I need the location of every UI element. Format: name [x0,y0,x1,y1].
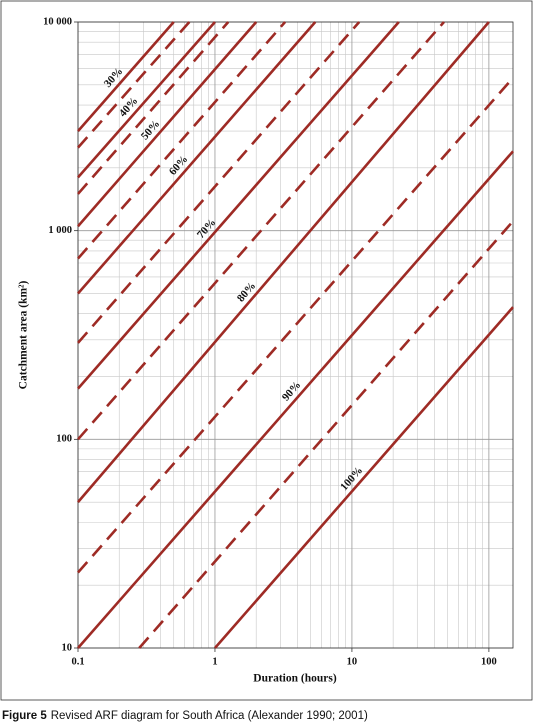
y-tick-label: 1 000 [48,225,72,236]
x-tick-label: 100 [481,656,497,667]
x-tick-label: 1 [212,656,217,667]
arf-line [77,21,490,503]
arf-line [77,21,175,132]
caption-text: Revised ARF diagram for South Africa (Al… [51,710,368,722]
arf-line [77,21,258,228]
arf-line [77,21,216,179]
lines [77,21,514,649]
arf-line [213,306,514,649]
arf-line [77,21,445,441]
caption: Figure 5 Revised ARF diagram for South Af… [2,710,368,722]
line-label: 30% [102,65,126,89]
x-axis-title: Duration (hours) [253,673,337,685]
arf-line [77,21,400,390]
plot-frame [77,21,514,649]
arf-line [77,21,191,149]
arf-line [77,150,514,649]
line-label: 60% [167,153,191,177]
arf-line [77,21,230,195]
line-label: 80% [235,280,258,305]
x-tick-label: 10 [347,656,358,667]
frame [0,0,533,701]
y-tick-label: 10 000 [43,16,72,27]
arf-line [77,21,361,344]
y-tick-label: 100 [56,434,72,445]
grid: 0.1 1 10 100 10 100 1 000 10 000 [43,16,514,667]
x-tick-label: 0.1 [71,656,84,667]
line-label: 40% [117,95,141,119]
arf-line [77,21,287,260]
line-label: 90% [280,379,304,403]
arf-line [138,220,514,649]
caption-label: Figure 5 [2,710,47,722]
y-tick-label: 10 [62,642,73,653]
y-axis-title: Catchment area (km²) [18,281,30,390]
arf-line [77,21,317,295]
